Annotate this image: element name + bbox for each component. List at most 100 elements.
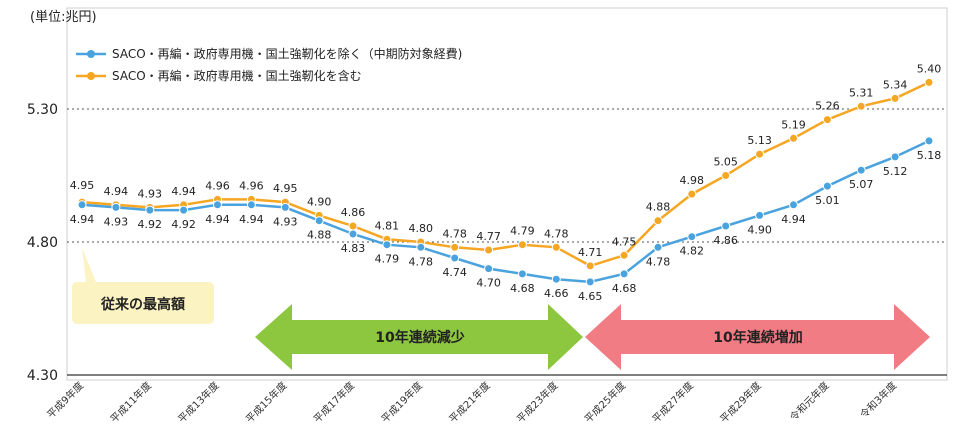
data-label-blue: 4.88 — [307, 229, 332, 242]
y-tick-label: 4.80 — [27, 235, 58, 251]
data-point-blue — [890, 152, 900, 162]
plot-frame — [66, 7, 948, 381]
data-label-blue: 4.83 — [341, 242, 366, 255]
data-label-blue: 4.74 — [442, 266, 467, 279]
data-point-orange — [551, 242, 561, 252]
data-label-blue: 5.12 — [883, 165, 908, 178]
data-point-orange — [721, 171, 731, 180]
data-point-blue — [789, 200, 798, 210]
data-point-blue — [856, 165, 866, 175]
data-point-orange — [924, 77, 934, 87]
increase-arrow-shape — [585, 304, 930, 370]
data-label-orange: 4.81 — [375, 219, 400, 232]
data-label-orange: 5.26 — [815, 100, 840, 113]
data-point-blue — [687, 232, 697, 242]
data-label-blue: 4.68 — [612, 282, 637, 295]
data-point-orange — [484, 245, 494, 255]
data-label-blue: 4.92 — [171, 218, 196, 231]
x-tick-labels: 平成9年度 平成11年度 平成13年度 平成15年度 平成17年度 平成19年度 平成21年… — [44, 379, 899, 425]
data-point-orange — [517, 240, 527, 250]
data-label-orange: 4.79 — [510, 225, 535, 238]
data-point-blue — [179, 205, 189, 215]
data-label-blue: 4.92 — [138, 218, 163, 231]
data-label-blue: 5.18 — [917, 149, 942, 162]
y-tick-label: 5.30 — [27, 102, 58, 118]
legend: SACO・再編・政府専用機・国土強靭化を除く（中期防対象経費) SACO・再編・… — [76, 46, 462, 83]
x-tick-label: 平成27年度 — [649, 379, 695, 425]
data-label-blue: 4.86 — [713, 234, 738, 247]
data-label-blue: 5.07 — [849, 178, 874, 191]
data-label-blue: 4.78 — [646, 255, 671, 268]
data-label-blue: 4.94 — [781, 213, 806, 226]
data-label-orange: 5.19 — [781, 118, 806, 131]
data-point-orange — [450, 242, 460, 252]
data-point-orange — [890, 93, 900, 103]
data-label-orange: 5.34 — [883, 78, 908, 91]
data-point-blue — [653, 242, 663, 252]
decrease-arrow-shape — [255, 304, 583, 370]
x-tick-label: 平成17年度 — [311, 379, 357, 425]
x-tick-label: 平成25年度 — [582, 379, 628, 425]
data-label-orange: 4.90 — [307, 195, 332, 208]
data-point-blue — [111, 202, 121, 212]
legend-label-blue: SACO・再編・政府専用機・国土強靭化を除く（中期防対象経費) — [112, 46, 462, 61]
data-label-orange: 4.75 — [612, 235, 637, 248]
data-point-orange — [653, 216, 663, 226]
legend-marker-orange — [87, 72, 95, 80]
data-point-blue — [450, 253, 460, 263]
data-point-blue — [280, 202, 290, 212]
data-point-blue — [517, 269, 527, 279]
decrease-label: 10年連続減少 — [375, 329, 464, 346]
data-label-orange: 4.95 — [273, 182, 298, 195]
data-point-blue — [721, 221, 731, 231]
x-tick-label: 令和3年度 — [857, 379, 899, 421]
series-line-orange — [81, 81, 930, 268]
data-label-orange: 4.71 — [578, 246, 603, 259]
data-label-orange: 5.13 — [747, 134, 772, 147]
data-markers — [77, 77, 934, 287]
data-point-blue — [213, 200, 222, 210]
data-point-blue — [246, 200, 256, 210]
data-point-blue — [755, 210, 765, 220]
data-label-orange: 4.93 — [138, 187, 163, 200]
x-tick-label: 平成11年度 — [107, 379, 153, 425]
data-label-orange: 4.78 — [544, 227, 569, 240]
data-label-blue: 4.65 — [578, 290, 603, 303]
data-point-orange — [822, 115, 832, 125]
data-labels: 4.95 4.94 4.93 4.94 4.96 4.96 4.95 4.90 4.86 4.81… — [70, 62, 942, 303]
data-label-orange: 5.31 — [849, 86, 874, 99]
data-point-blue — [619, 269, 629, 279]
data-point-orange — [687, 189, 697, 199]
data-label-blue: 4.66 — [544, 287, 569, 300]
x-tick-label: 平成21年度 — [446, 379, 492, 425]
legend-label-orange: SACO・再編・政府専用機・国土強靭化を含む — [112, 68, 362, 83]
data-point-orange — [856, 101, 866, 111]
data-label-blue: 4.70 — [476, 277, 501, 290]
unit-label: (単位:兆円) — [30, 10, 97, 25]
data-point-orange — [585, 261, 595, 271]
data-point-blue — [924, 136, 934, 146]
data-point-blue — [348, 229, 358, 239]
y-tick-label: 4.30 — [27, 368, 58, 384]
data-label-blue: 4.93 — [104, 215, 129, 228]
x-tick-label: 平成15年度 — [243, 379, 289, 425]
data-label-orange: 5.05 — [713, 156, 738, 169]
data-label-orange: 4.80 — [409, 222, 434, 235]
data-label-orange: 4.95 — [70, 179, 95, 192]
x-tick-label: 平成23年度 — [514, 379, 560, 425]
previous-peak-callout: 従来の最高額 — [72, 248, 214, 324]
data-point-orange — [755, 149, 765, 159]
previous-peak-label: 従来の最高額 — [100, 296, 185, 313]
data-point-blue — [77, 200, 87, 210]
x-tick-label: 平成19年度 — [378, 379, 424, 425]
data-label-orange: 4.94 — [171, 185, 196, 198]
data-label-orange: 4.88 — [646, 201, 671, 214]
data-label-blue: 4.94 — [205, 213, 230, 226]
data-point-blue — [416, 242, 426, 252]
data-point-blue — [551, 274, 561, 284]
data-label-blue: 4.68 — [510, 282, 535, 295]
data-point-blue — [822, 181, 832, 191]
x-tick-label: 平成29年度 — [717, 379, 763, 425]
data-label-orange: 4.86 — [341, 206, 366, 219]
